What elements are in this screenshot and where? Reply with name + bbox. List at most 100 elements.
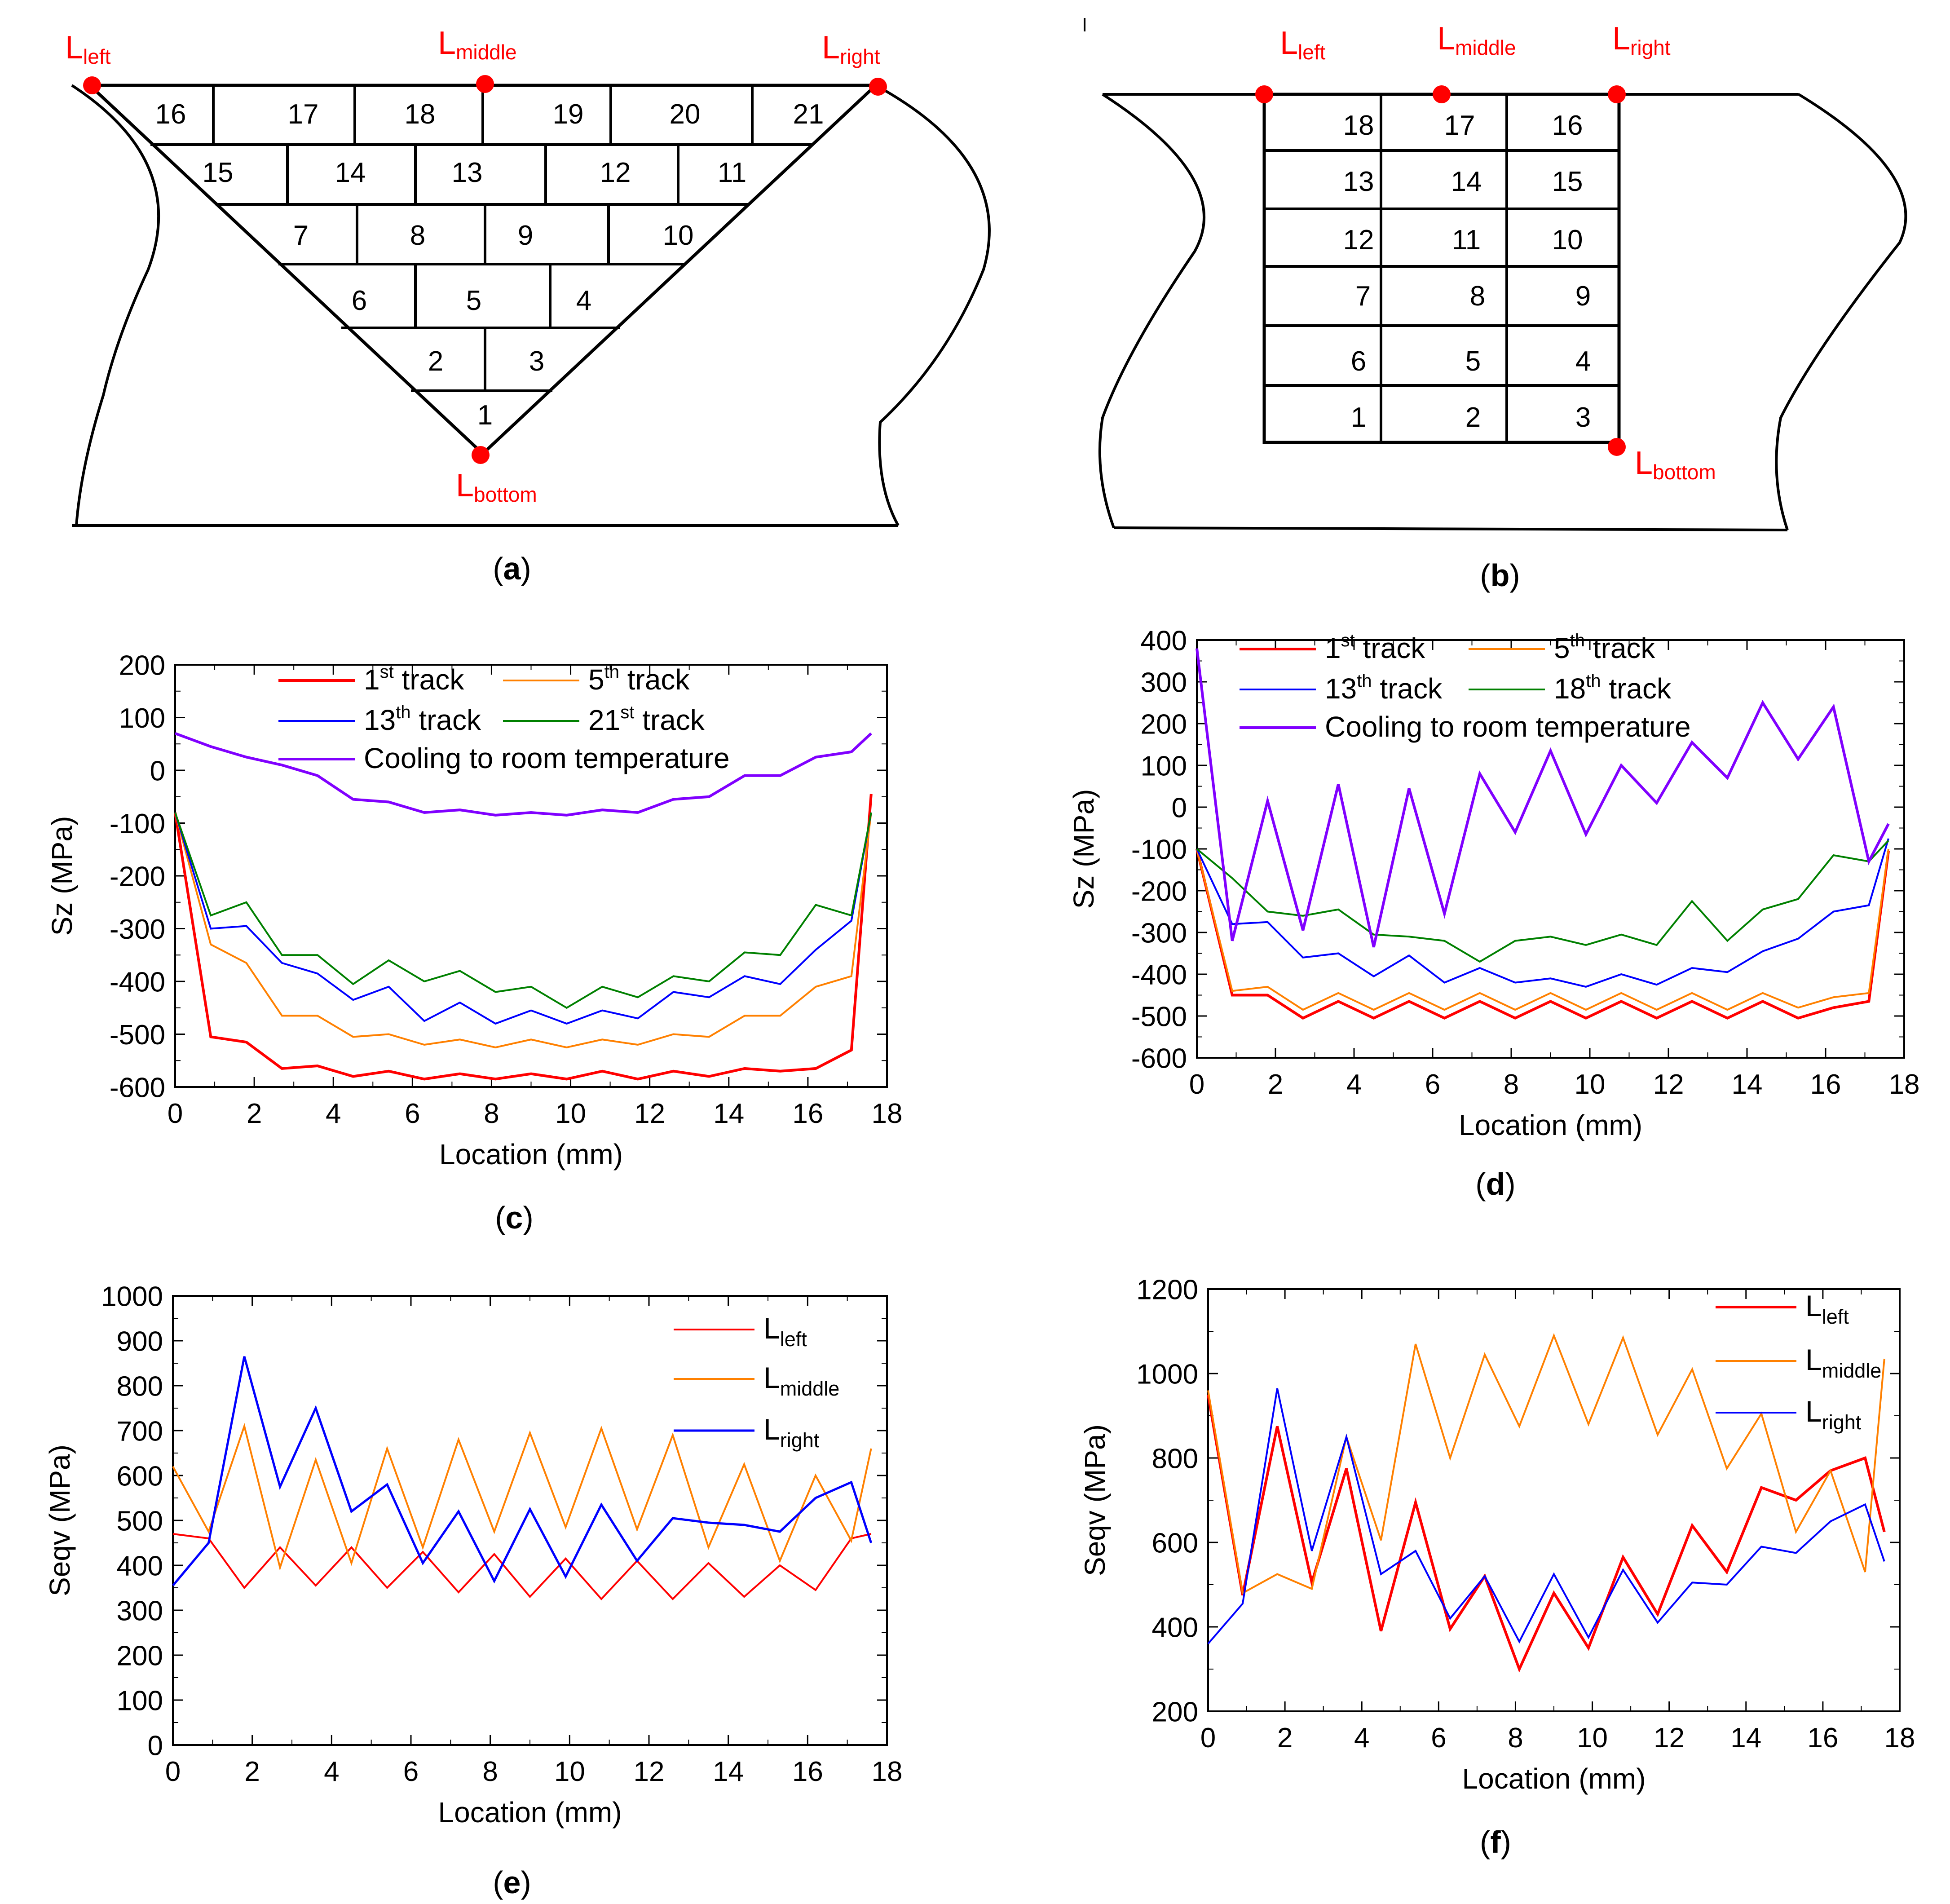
diagram-a-location-markers	[83, 75, 887, 464]
label-l-right: Lright	[1612, 21, 1671, 59]
series-line-5th-track	[174, 812, 872, 1048]
pass-number: 18	[405, 99, 436, 130]
x-tick-label: 0	[168, 1098, 183, 1129]
x-tick-label: 14	[1730, 1723, 1761, 1754]
pass-number: 9	[1575, 281, 1591, 312]
x-tick-label: 2	[1277, 1723, 1293, 1754]
x-tick-label: 0	[165, 1756, 181, 1787]
series-group	[1207, 1333, 1886, 1673]
legend: 1st track 5th track 13th track 18th track Co…	[1240, 631, 1691, 743]
y-tick-label: -400	[110, 967, 165, 998]
pass-number: 3	[529, 346, 544, 377]
x-tick-label: 10	[1577, 1723, 1608, 1754]
pass-number: 1	[477, 400, 493, 431]
x-tick-label: 14	[713, 1756, 744, 1787]
x-tick-label: 8	[484, 1098, 499, 1129]
x-tick-label: 12	[1653, 1069, 1684, 1100]
legend-label: Lmiddle	[1805, 1343, 1881, 1382]
series-line-13th-track	[174, 812, 872, 1025]
legend-label: 1st track	[1325, 631, 1425, 664]
chart-d-sz-rect-groove: 0 2 4 6 8 10 12 14 16 18 -600 -500 -400 -300 -200 -100 0…	[1068, 625, 1919, 1141]
marker-l-middle	[1433, 85, 1451, 103]
y-tick-label: -600	[1131, 1043, 1187, 1074]
y-tick-label: 400	[1152, 1612, 1198, 1643]
y-tick-label: 0	[1172, 792, 1187, 823]
label-l-middle: Lmiddle	[1437, 21, 1516, 59]
y-tick-label: 1000	[101, 1281, 163, 1312]
chart-f-seqv-rect-groove: 0 2 4 6 8 10 12 14 16 18 200 400 600 800 1000 1200 Locat…	[1079, 1274, 1915, 1795]
x-tick-label: 4	[326, 1098, 341, 1129]
y-tick-label: 200	[1141, 709, 1187, 740]
pass-number: 19	[553, 99, 584, 130]
x-tick-label: 0	[1200, 1723, 1216, 1754]
pass-number: 13	[1343, 166, 1374, 197]
pass-number: 8	[410, 220, 425, 251]
pass-number: 11	[718, 157, 746, 188]
label-l-bottom: Lbottom	[1635, 445, 1716, 484]
caption-f: (f)	[1480, 1824, 1511, 1860]
diagram-b-pass-numbers: 18 17 16 13 14 15 12 11 10 7 8 9 6 5 4 1…	[1343, 110, 1591, 433]
pass-number: 18	[1343, 110, 1374, 141]
diagram-b-location-markers	[1255, 85, 1626, 456]
pass-number: 12	[1343, 225, 1374, 256]
y-tick-label: 400	[117, 1551, 163, 1582]
pass-number: 3	[1575, 402, 1591, 433]
legend-label: 18th track	[1554, 671, 1672, 705]
legend-label: Lright	[763, 1413, 820, 1452]
series-line-1st-track	[1196, 848, 1890, 1020]
pass-number: 1	[1351, 402, 1366, 433]
y-tick-label: 0	[148, 1730, 163, 1761]
caption-d: (d)	[1475, 1166, 1515, 1202]
legend-label: Lleft	[1805, 1289, 1849, 1328]
y-tick-label: 300	[1141, 667, 1187, 698]
marker-l-left	[83, 76, 101, 94]
y-tick-label: 300	[117, 1595, 163, 1626]
y-tick-label: 100	[1141, 751, 1187, 782]
y-tick-label: -300	[110, 914, 165, 945]
x-tick-label: 18	[872, 1098, 903, 1129]
pass-number: 14	[335, 157, 366, 188]
pass-number: 6	[352, 285, 367, 316]
y-axis-label: Seqv (MPa)	[1079, 1424, 1111, 1576]
legend-label: Lleft	[763, 1312, 807, 1351]
series-line-5th-track	[1196, 848, 1889, 1011]
label-l-bottom: Lbottom	[456, 468, 537, 506]
label-l-left: Lleft	[1280, 25, 1326, 64]
legend: Lleft Lmiddle Lright	[674, 1312, 839, 1452]
caption-a: (a)	[493, 551, 531, 586]
y-tick-label: -500	[110, 1020, 165, 1051]
pass-number: 7	[293, 220, 309, 251]
x-tick-label: 16	[792, 1756, 823, 1787]
series-line-18th-track	[1196, 840, 1889, 963]
x-tick-label: 4	[324, 1756, 339, 1787]
label-l-middle: Lmiddle	[438, 25, 517, 64]
chart-e-seqv-cross-groove: 0 2 4 6 8 10 12 14 16 18 0 100 200 300 400 500 600 700 800…	[44, 1281, 902, 1829]
series-line-cooling-to-room-temperature	[174, 732, 872, 817]
pass-number: 10	[1552, 225, 1583, 256]
pass-number: 4	[1575, 346, 1591, 377]
y-tick-label: -600	[110, 1072, 165, 1103]
marker-l-middle	[476, 75, 494, 93]
diagram-a-pass-numbers: 16 17 18 19 20 21 15 14 13 12 11 7 8 9 1…	[155, 99, 824, 431]
x-tick-label: 16	[1810, 1069, 1841, 1100]
pass-number: 11	[1452, 225, 1481, 256]
x-tick-label: 12	[634, 1098, 665, 1129]
pass-number: 20	[670, 99, 701, 130]
marker-l-right	[1608, 85, 1626, 103]
x-tick-label: 0	[1189, 1069, 1204, 1100]
x-tick-label: 10	[1575, 1069, 1606, 1100]
pass-number: 17	[1444, 110, 1475, 141]
legend-label: Cooling to room temperature	[1325, 711, 1691, 743]
x-axis-label: Location (mm)	[438, 1796, 622, 1829]
pass-number: 14	[1451, 166, 1482, 197]
pass-number: 16	[1552, 110, 1583, 141]
legend: Lleft Lmiddle Lright	[1716, 1289, 1881, 1434]
y-tick-label: 1200	[1136, 1274, 1198, 1305]
pass-number: 17	[288, 99, 319, 130]
y-tick-label: -500	[1131, 1001, 1187, 1032]
y-tick-label: 400	[1141, 625, 1187, 656]
y-tick-label: -400	[1131, 959, 1187, 990]
y-tick-label: -200	[1131, 876, 1187, 907]
x-tick-label: 16	[1807, 1723, 1838, 1754]
